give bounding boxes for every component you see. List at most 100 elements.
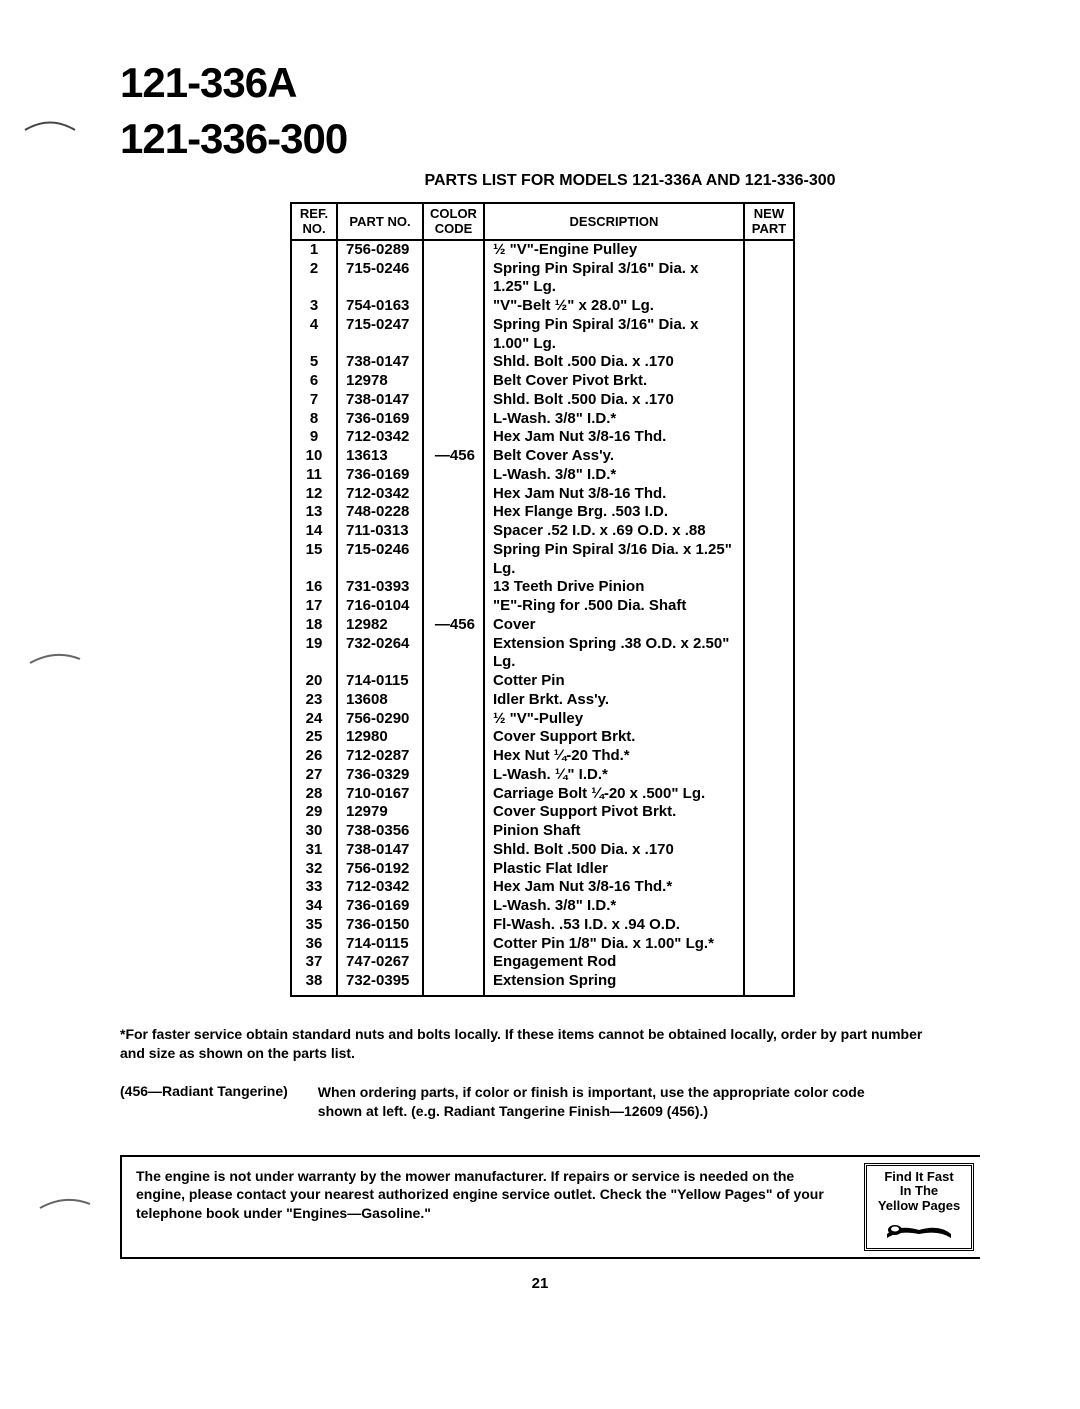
cell-desc: L-Wash. ¼" I.D.* xyxy=(484,766,744,785)
cell-desc: Hex Jam Nut 3/8-16 Thd. xyxy=(484,428,744,447)
table-row: 31738-0147Shld. Bolt .500 Dia. x .170 xyxy=(291,841,794,860)
cell-ref: 13 xyxy=(291,503,337,522)
cell-desc: Plastic Flat Idler xyxy=(484,860,744,879)
cell-desc: Fl-Wash. .53 I.D. x .94 O.D. xyxy=(484,916,744,935)
cell-color xyxy=(423,972,484,996)
cell-partno: 756-0289 xyxy=(337,240,423,260)
cell-desc: Belt Cover Ass'y. xyxy=(484,447,744,466)
cell-desc: ½ "V"-Pulley xyxy=(484,710,744,729)
col-color: COLOR CODE xyxy=(423,203,484,240)
cell-partno: 736-0169 xyxy=(337,466,423,485)
cell-color xyxy=(423,635,484,673)
cell-newpart xyxy=(744,672,794,691)
cell-partno: 13608 xyxy=(337,691,423,710)
table-row: 37747-0267Engagement Rod xyxy=(291,953,794,972)
table-row: 12712-0342Hex Jam Nut 3/8-16 Thd. xyxy=(291,485,794,504)
cell-color xyxy=(423,953,484,972)
table-row: 27736-0329L-Wash. ¼" I.D.* xyxy=(291,766,794,785)
cell-color xyxy=(423,353,484,372)
cell-ref: 16 xyxy=(291,578,337,597)
cell-newpart xyxy=(744,485,794,504)
cell-desc: Cover Support Pivot Brkt. xyxy=(484,803,744,822)
cell-desc: Belt Cover Pivot Brkt. xyxy=(484,372,744,391)
table-row: 1756-0289½ "V"-Engine Pulley xyxy=(291,240,794,260)
cell-ref: 3 xyxy=(291,297,337,316)
cell-newpart xyxy=(744,710,794,729)
cell-newpart xyxy=(744,597,794,616)
cell-partno: 756-0290 xyxy=(337,710,423,729)
col-desc: DESCRIPTION xyxy=(484,203,744,240)
cell-ref: 14 xyxy=(291,522,337,541)
cell-partno: 712-0342 xyxy=(337,878,423,897)
cell-partno: 738-0147 xyxy=(337,391,423,410)
table-row: 35736-0150Fl-Wash. .53 I.D. x .94 O.D. xyxy=(291,916,794,935)
cell-color xyxy=(423,522,484,541)
cell-newpart xyxy=(744,785,794,804)
find-fast-line3: Yellow Pages xyxy=(875,1199,963,1214)
cell-color xyxy=(423,466,484,485)
table-row: 8736-0169L-Wash. 3/8" I.D.* xyxy=(291,410,794,429)
cell-partno: 715-0247 xyxy=(337,316,423,354)
cell-color xyxy=(423,240,484,260)
cell-newpart xyxy=(744,578,794,597)
table-row: 7738-0147Shld. Bolt .500 Dia. x .170 xyxy=(291,391,794,410)
cell-ref: 34 xyxy=(291,897,337,916)
cell-color xyxy=(423,691,484,710)
cell-newpart xyxy=(744,372,794,391)
cell-desc: Engagement Rod xyxy=(484,953,744,972)
col-ref: REF. NO. xyxy=(291,203,337,240)
cell-partno: 747-0267 xyxy=(337,953,423,972)
table-row: 19732-0264Extension Spring .38 O.D. x 2.… xyxy=(291,635,794,673)
table-row: 5738-0147Shld. Bolt .500 Dia. x .170 xyxy=(291,353,794,372)
cell-desc: Extension Spring xyxy=(484,972,744,996)
table-row: 2313608Idler Brkt. Ass'y. xyxy=(291,691,794,710)
cell-ref: 1 xyxy=(291,240,337,260)
cell-ref: 8 xyxy=(291,410,337,429)
table-row: 32756-0192Plastic Flat Idler xyxy=(291,860,794,879)
phonebook-icon xyxy=(879,1216,959,1242)
table-row: 26712-0287Hex Nut ¼-20 Thd.* xyxy=(291,747,794,766)
cell-newpart xyxy=(744,822,794,841)
cell-partno: 712-0342 xyxy=(337,428,423,447)
cell-ref: 20 xyxy=(291,672,337,691)
cell-desc: L-Wash. 3/8" I.D.* xyxy=(484,897,744,916)
table-row: 2715-0246Spring Pin Spiral 3/16" Dia. x … xyxy=(291,260,794,298)
find-it-fast-badge: Find It Fast In The Yellow Pages xyxy=(864,1163,974,1252)
cell-ref: 36 xyxy=(291,935,337,954)
cell-partno: 736-0329 xyxy=(337,766,423,785)
cell-ref: 30 xyxy=(291,822,337,841)
cell-desc: "V"-Belt ½" x 28.0" Lg. xyxy=(484,297,744,316)
cell-ref: 5 xyxy=(291,353,337,372)
cell-color xyxy=(423,541,484,579)
cell-color xyxy=(423,728,484,747)
table-row: 9712-0342Hex Jam Nut 3/8-16 Thd. xyxy=(291,428,794,447)
table-row: 13748-0228Hex Flange Brg. .503 I.D. xyxy=(291,503,794,522)
cell-newpart xyxy=(744,953,794,972)
cell-desc: L-Wash. 3/8" I.D.* xyxy=(484,466,744,485)
cell-ref: 2 xyxy=(291,260,337,298)
cell-color xyxy=(423,503,484,522)
cell-partno: 716-0104 xyxy=(337,597,423,616)
cell-partno: 12979 xyxy=(337,803,423,822)
cell-partno: 12980 xyxy=(337,728,423,747)
table-row: 3754-0163"V"-Belt ½" x 28.0" Lg. xyxy=(291,297,794,316)
cell-newpart xyxy=(744,466,794,485)
cell-color xyxy=(423,316,484,354)
cell-desc: Extension Spring .38 O.D. x 2.50" Lg. xyxy=(484,635,744,673)
table-row: 16731-039313 Teeth Drive Pinion xyxy=(291,578,794,597)
table-row: 24756-0290½ "V"-Pulley xyxy=(291,710,794,729)
table-row: 1812982—456Cover xyxy=(291,616,794,635)
table-row: 612978Belt Cover Pivot Brkt. xyxy=(291,372,794,391)
cell-newpart xyxy=(744,410,794,429)
cell-color: —456 xyxy=(423,616,484,635)
cell-partno: 731-0393 xyxy=(337,578,423,597)
binding-arc-2 xyxy=(25,645,85,670)
binding-arc-1 xyxy=(20,110,80,140)
footnote: *For faster service obtain standard nuts… xyxy=(120,1025,940,1063)
cell-desc: Shld. Bolt .500 Dia. x .170 xyxy=(484,353,744,372)
cell-color xyxy=(423,803,484,822)
cell-partno: 12978 xyxy=(337,372,423,391)
cell-partno: 732-0395 xyxy=(337,972,423,996)
cell-color xyxy=(423,297,484,316)
cell-ref: 25 xyxy=(291,728,337,747)
